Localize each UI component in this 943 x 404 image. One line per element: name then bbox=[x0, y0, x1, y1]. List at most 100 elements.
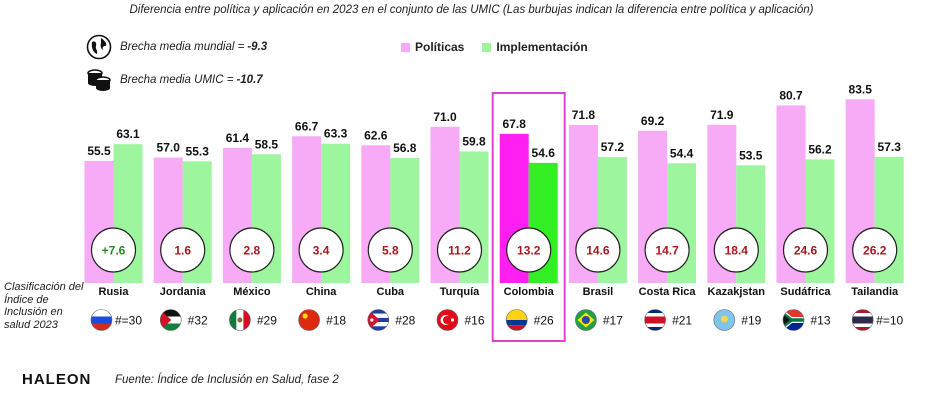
gap-bubble bbox=[367, 227, 413, 273]
data-label-policies: 57.0 bbox=[157, 141, 181, 155]
flag-outline bbox=[436, 309, 459, 331]
flag-body bbox=[575, 309, 597, 331]
category-group-costa-rica: 69.2 54.4 14.7 Costa Rica #21 bbox=[638, 114, 696, 331]
category-label: México bbox=[233, 286, 271, 298]
rank-label: #28 bbox=[395, 314, 415, 328]
world-average-gap: Brecha media mundial = -9.3 bbox=[86, 34, 267, 60]
gap-bubble bbox=[229, 227, 275, 273]
rank-label: #29 bbox=[257, 314, 277, 328]
chart-title: Diferencia entre política y aplicación e… bbox=[129, 4, 814, 16]
brazil-flag-icon bbox=[575, 309, 597, 331]
gap-bubble bbox=[782, 227, 829, 273]
gap-value: 14.6 bbox=[586, 244, 610, 258]
category-group-m-xico: 61.4 58.5 2.8 México #29 bbox=[222, 131, 281, 331]
data-label-policies: 62.6 bbox=[364, 128, 388, 142]
flag-body bbox=[160, 309, 182, 331]
rank-label: #26 bbox=[534, 314, 554, 328]
gap-bubble bbox=[90, 227, 137, 273]
category-label: Rusia bbox=[99, 286, 130, 298]
flag-outline bbox=[90, 309, 113, 331]
flag-part bbox=[302, 313, 308, 319]
category-group-jordania: 57.0 55.3 1.6 Jordania #32 bbox=[153, 141, 212, 331]
flag-part bbox=[370, 318, 374, 322]
flag-body bbox=[506, 309, 528, 331]
category-label: Kazakjstan bbox=[708, 286, 766, 298]
flag-part bbox=[852, 316, 874, 324]
category-label: Tailandia bbox=[851, 286, 899, 298]
flag-part bbox=[644, 316, 666, 324]
category-group-turqu-a: 71.0 59.8 11.2 Turquía #16 bbox=[430, 110, 489, 331]
coins-icon bbox=[87, 69, 111, 91]
flag-part bbox=[367, 309, 389, 314]
gap-value: 5.8 bbox=[382, 244, 399, 258]
chart-legend: Políticas Implementación bbox=[401, 40, 606, 54]
flag-part bbox=[367, 326, 389, 331]
flag-part bbox=[783, 309, 804, 320]
flag-part bbox=[160, 309, 172, 331]
data-label-implementation: 56.8 bbox=[393, 141, 417, 155]
data-label-implementation: 58.5 bbox=[255, 137, 279, 151]
flag-outline bbox=[367, 309, 390, 331]
flag-part bbox=[160, 309, 182, 317]
data-label-implementation: 55.3 bbox=[186, 144, 210, 158]
flag-part bbox=[91, 323, 112, 331]
flag-part bbox=[229, 309, 237, 331]
category-group-tailandia: 83.5 57.3 26.2 Tailandia #=10 bbox=[845, 82, 904, 331]
rank-label: #19 bbox=[741, 314, 761, 328]
data-label-implementation: 63.3 bbox=[324, 127, 348, 141]
flag-part bbox=[581, 316, 590, 324]
category-label: Cuba bbox=[377, 286, 405, 298]
flag-outline bbox=[851, 309, 874, 331]
flag-part bbox=[644, 327, 666, 331]
thailand-flag-icon bbox=[851, 309, 874, 331]
flag-part bbox=[443, 316, 451, 324]
flag-part bbox=[852, 323, 874, 327]
flag-part bbox=[237, 317, 243, 323]
flag-outline bbox=[644, 309, 666, 331]
flag-body bbox=[91, 309, 112, 331]
flag-outline bbox=[505, 309, 528, 331]
highlight-box bbox=[491, 92, 566, 342]
data-label-policies: 71.0 bbox=[433, 110, 457, 124]
gap-value: 13.2 bbox=[517, 244, 541, 258]
gap-value: 26.2 bbox=[863, 244, 887, 258]
flag-part bbox=[91, 316, 112, 324]
gap-bubble bbox=[852, 227, 898, 273]
flag-part bbox=[506, 325, 528, 331]
flag-part bbox=[367, 309, 380, 331]
gap-value: 3.4 bbox=[313, 244, 330, 258]
cuba-flag-icon bbox=[367, 309, 390, 331]
flag-outline bbox=[229, 309, 251, 331]
rank-label: #=10 bbox=[876, 314, 903, 328]
gap-value: 24.6 bbox=[794, 244, 818, 258]
rank-label: #=30 bbox=[115, 314, 142, 328]
flag-part bbox=[243, 309, 251, 331]
category-group-rusia: 55.5 63.1 +7.6 Rusia #=30 bbox=[84, 127, 143, 331]
category-group-sud-frica: 80.7 56.2 24.6 Sudáfrica #13 bbox=[776, 88, 835, 331]
category-group-cuba: 62.6 56.8 5.8 Cuba #28 bbox=[361, 128, 420, 331]
umic-average-value: -10.7 bbox=[236, 74, 263, 86]
flag-outline bbox=[782, 309, 805, 331]
kazakhstan-flag-icon bbox=[713, 309, 736, 331]
category-group-brasil: 71.8 57.2 14.6 Brasil #17 bbox=[568, 108, 627, 331]
category-group-kazakjstan: 71.9 53.5 18.4 Kazakjstan #19 bbox=[707, 108, 765, 331]
gap-value: 14.7 bbox=[655, 244, 679, 258]
turkey-flag-icon bbox=[436, 309, 459, 331]
china-flag-icon bbox=[298, 309, 320, 331]
gap-value: 18.4 bbox=[725, 244, 749, 258]
colombia-flag-icon bbox=[505, 309, 528, 331]
flag-outline bbox=[298, 309, 320, 331]
gap-value: 2.8 bbox=[244, 244, 261, 258]
flag-part bbox=[852, 313, 874, 317]
mexico-flag-icon bbox=[229, 309, 251, 331]
flag-part bbox=[367, 313, 389, 318]
legend-label-policies: Políticas bbox=[415, 40, 465, 54]
legend-swatch-policies bbox=[401, 42, 410, 52]
flag-part bbox=[450, 318, 455, 322]
data-label-implementation: 63.1 bbox=[116, 127, 140, 141]
flag-part bbox=[506, 320, 528, 326]
gap-value: 1.6 bbox=[174, 244, 191, 258]
data-label-policies: 80.7 bbox=[779, 88, 803, 102]
category-label: Colombia bbox=[504, 286, 555, 298]
